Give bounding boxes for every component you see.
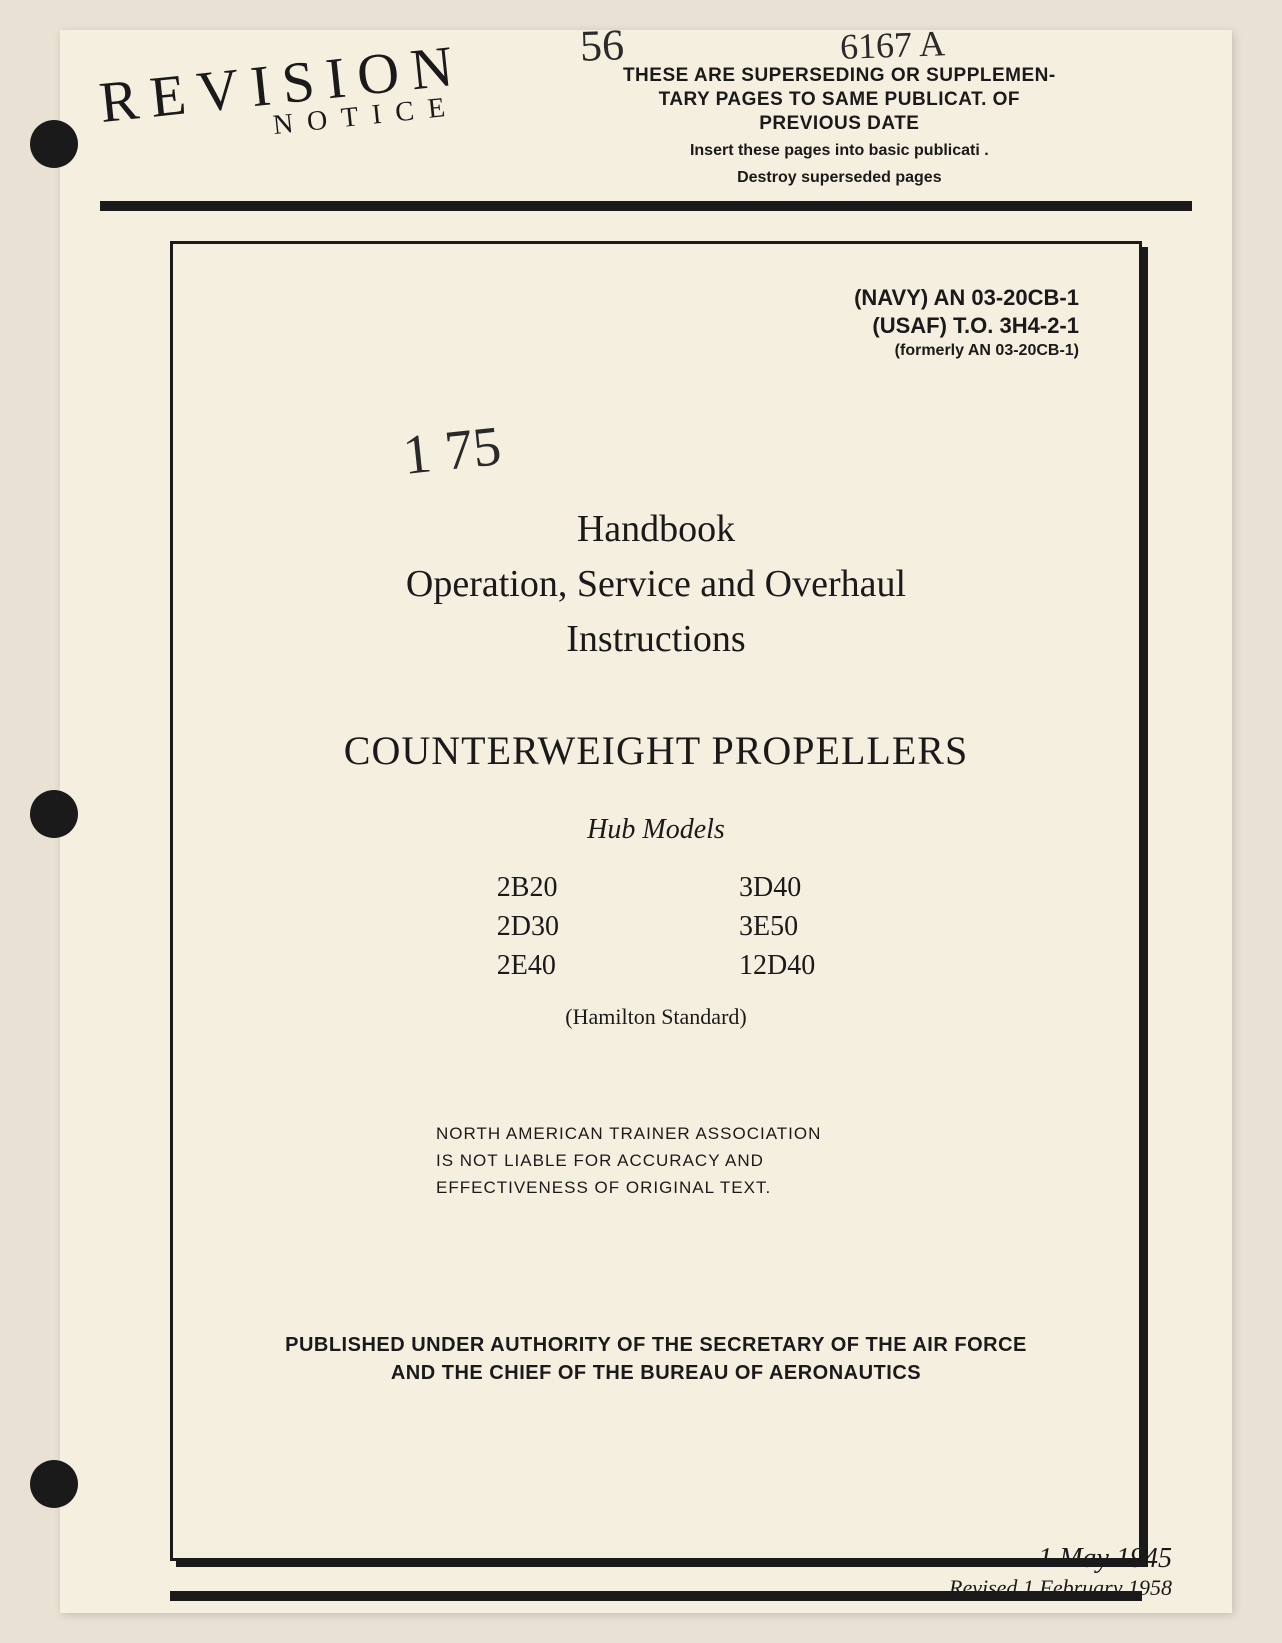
handwritten-annotation: 1 75 — [400, 414, 504, 488]
disclaimer-line: IS NOT LIABLE FOR ACCURACY AND — [436, 1147, 876, 1174]
dates-block: 1 May 1945 Revised 1 February 1958 — [949, 1543, 1172, 1601]
superseding-line: TARY PAGES TO SAME PUBLICAT. OF — [487, 88, 1192, 112]
model-item: 2E40 — [497, 946, 559, 985]
revision-notice-block: REVISION NOTICE — [96, 31, 470, 160]
title-line: Operation, Service and Overhaul — [233, 557, 1079, 612]
models-col-1: 2B20 2D30 2E40 — [497, 868, 559, 986]
formerly-id: (formerly AN 03-20CB-1) — [233, 341, 1079, 362]
navy-id: (NAVY) AN 03-20CB-1 — [233, 284, 1079, 313]
insert-line: Destroy superseded pages — [487, 168, 1192, 189]
disclaimer-line: EFFECTIVENESS OF ORIGINAL TEXT. — [436, 1174, 876, 1201]
model-item: 2D30 — [497, 907, 559, 946]
document-page: 56 6167 A REVISION NOTICE THESE ARE SUPE… — [60, 30, 1232, 1613]
title-line: Handbook — [233, 502, 1079, 557]
hub-models-label: Hub Models — [233, 814, 1079, 846]
main-title: COUNTERWEIGHT PROPELLERS — [233, 727, 1079, 774]
manufacturer: (Hamilton Standard) — [233, 1004, 1079, 1030]
revised-date: Revised 1 February 1958 — [949, 1575, 1172, 1601]
revision-right-text: THESE ARE SUPERSEDING OR SUPPLEMEN- TARY… — [487, 60, 1192, 189]
hole-punch — [30, 1460, 78, 1508]
disclaimer-block: NORTH AMERICAN TRAINER ASSOCIATION IS NO… — [436, 1120, 876, 1202]
document-ids: (NAVY) AN 03-20CB-1 (USAF) T.O. 3H4-2-1 … — [233, 284, 1079, 362]
models-col-2: 3D40 3E50 12D40 — [739, 868, 815, 986]
model-item: 3D40 — [739, 868, 815, 907]
handbook-title: Handbook Operation, Service and Overhaul… — [233, 502, 1079, 667]
authority-block: PUBLISHED UNDER AUTHORITY OF THE SECRETA… — [233, 1331, 1079, 1387]
hole-punch — [30, 120, 78, 168]
disclaimer-line: NORTH AMERICAN TRAINER ASSOCIATION — [436, 1120, 876, 1147]
model-item: 12D40 — [739, 946, 815, 985]
model-item: 3E50 — [739, 907, 815, 946]
handwritten-annotation: 56 — [579, 19, 625, 72]
hole-punch — [30, 790, 78, 838]
authority-line: PUBLISHED UNDER AUTHORITY OF THE SECRETA… — [233, 1331, 1079, 1359]
usaf-id: (USAF) T.O. 3H4-2-1 — [233, 312, 1079, 341]
model-item: 2B20 — [497, 868, 559, 907]
revision-header: REVISION NOTICE THESE ARE SUPERSEDING OR… — [100, 60, 1192, 189]
hub-models-list: 2B20 2D30 2E40 3D40 3E50 12D40 — [233, 868, 1079, 986]
insert-line: Insert these pages into basic publicati … — [487, 141, 1192, 162]
superseding-line: PREVIOUS DATE — [487, 112, 1192, 136]
original-date: 1 May 1945 — [949, 1543, 1172, 1575]
title-box: 1 75 (NAVY) AN 03-20CB-1 (USAF) T.O. 3H4… — [170, 241, 1142, 1561]
title-line: Instructions — [233, 612, 1079, 667]
horizontal-rule — [100, 201, 1192, 211]
authority-line: AND THE CHIEF OF THE BUREAU OF AERONAUTI… — [233, 1359, 1079, 1387]
handwritten-annotation: 6167 A — [839, 22, 945, 68]
